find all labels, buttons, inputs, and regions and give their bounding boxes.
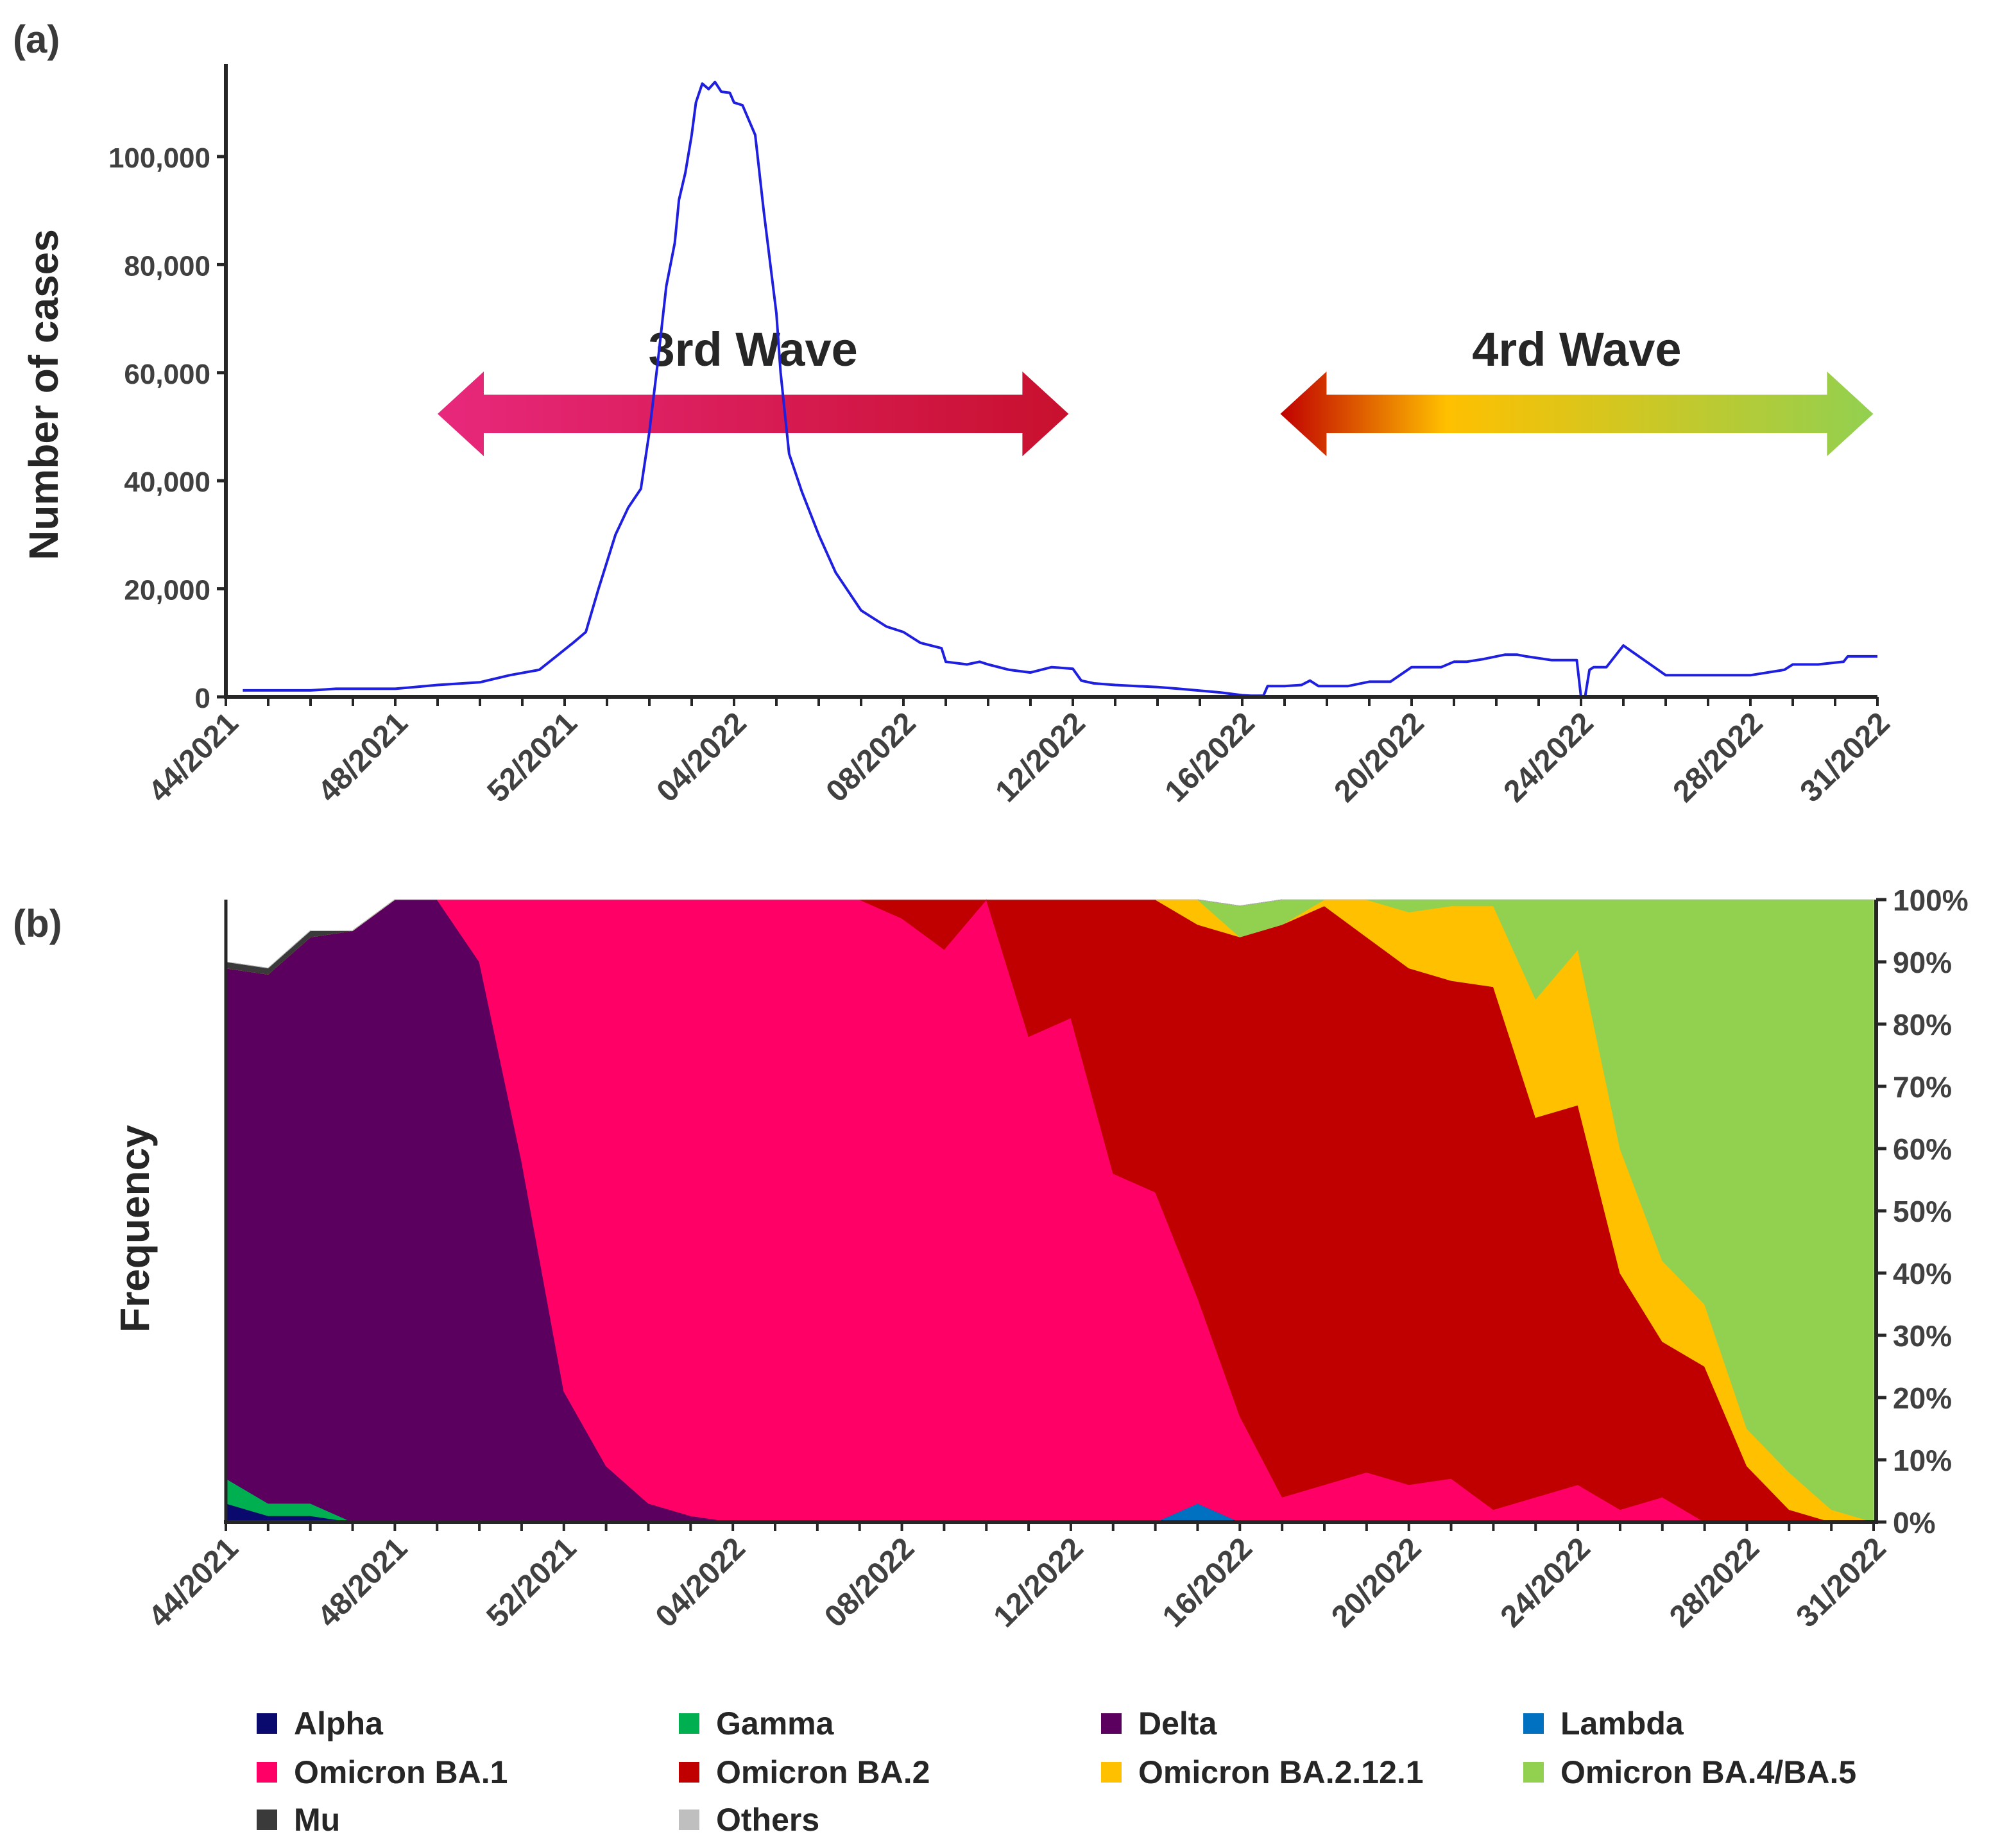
wave3-label: 3rd Wave — [649, 323, 858, 376]
frequency-y-tick-label: 80% — [1893, 1008, 1952, 1041]
frequency-y-tick-label: 90% — [1893, 946, 1952, 979]
frequency-y-tick-label: 10% — [1893, 1444, 1952, 1477]
frequency-x-tick-label: 48/2021 — [311, 1531, 414, 1634]
wave4-arrow — [1280, 372, 1874, 456]
legend-swatch-gamma — [679, 1713, 699, 1734]
frequency-x-tick-label: 52/2021 — [480, 1531, 583, 1634]
legend-swatch-alpha — [257, 1713, 277, 1734]
legend-label-omicron-ba-2-12-1: Omicron BA.2.12.1 — [1138, 1754, 1424, 1790]
cases-x-tick-label: 16/2022 — [1159, 706, 1261, 809]
legend: Alpha Gamma Delta Lambda Omicron BA.1 Omicron… — [257, 1706, 1856, 1838]
frequency-x-tick-label: 08/2022 — [818, 1531, 921, 1634]
cases-x-tick-label: 12/2022 — [989, 706, 1092, 809]
cases-y-tick-label: 100,000 — [108, 142, 210, 174]
legend-label-gamma: Gamma — [716, 1706, 835, 1741]
frequency-y-tick-label: 30% — [1893, 1319, 1952, 1353]
legend-label-lambda: Lambda — [1560, 1706, 1684, 1741]
frequency-x-tick-label: 20/2022 — [1325, 1531, 1428, 1634]
cases-x-tick-label: 20/2022 — [1328, 706, 1431, 809]
frequency-x-tick-label: 44/2021 — [142, 1531, 245, 1634]
area-others — [225, 899, 1874, 969]
cases-x-tick-label: 28/2022 — [1667, 706, 1770, 809]
legend-label-alpha: Alpha — [294, 1706, 384, 1741]
cases-y-tick-label: 60,000 — [124, 359, 210, 390]
frequency-x-tick-label: 16/2022 — [1156, 1531, 1259, 1634]
legend-swatch-delta — [1101, 1713, 1122, 1734]
wave3-arrow — [438, 372, 1069, 456]
frequency-x-tick-label: 31/2022 — [1790, 1531, 1893, 1634]
legend-swatch-omicron-ba-1 — [257, 1762, 277, 1783]
frequency-x-tick-label: 24/2022 — [1494, 1531, 1597, 1634]
frequency-y-tick-label: 40% — [1893, 1257, 1952, 1290]
cases-y-tick-label: 0 — [195, 683, 210, 714]
legend-label-omicron-ba-1: Omicron BA.1 — [294, 1754, 508, 1790]
frequency-x-tick-label: 12/2022 — [987, 1531, 1090, 1634]
cases-x-tick-label: 31/2022 — [1794, 706, 1897, 809]
variant-frequency-chart: Frequency 0% 10% 20% 30% 40% 50% 60% 70% 80% 90% 1… — [112, 884, 1969, 1634]
panel-b-label: (b) — [13, 902, 62, 945]
cases-chart: Number of cases 3rd Wave 4rd Wave 0 20,000… — [21, 64, 1897, 809]
panel-a-label: (a) — [13, 18, 60, 61]
legend-swatch-omicron-ba-4-ba-5 — [1523, 1762, 1544, 1783]
frequency-y-axis-title: Frequency — [112, 1125, 158, 1333]
frequency-y-tick-label: 60% — [1893, 1133, 1952, 1166]
cases-x-tick-label: 08/2022 — [820, 706, 923, 809]
cases-y-tick-label: 20,000 — [124, 575, 210, 606]
legend-label-mu: Mu — [294, 1802, 340, 1838]
frequency-x-tick-label: 04/2022 — [649, 1531, 752, 1634]
legend-label-omicron-ba-2: Omicron BA.2 — [716, 1754, 930, 1790]
frequency-y-tick-label: 70% — [1893, 1070, 1952, 1104]
frequency-y-tick-label: 50% — [1893, 1195, 1952, 1228]
cases-y-tick-label: 40,000 — [124, 466, 210, 498]
legend-swatch-lambda — [1523, 1713, 1544, 1734]
cases-x-tick-label: 48/2021 — [312, 706, 415, 809]
frequency-y-tick-label: 20% — [1893, 1382, 1952, 1415]
legend-label-others: Others — [716, 1802, 819, 1838]
frequency-y-tick-label: 0% — [1893, 1506, 1935, 1539]
frequency-x-tick-label: 28/2022 — [1663, 1531, 1766, 1634]
legend-swatch-omicron-ba-2-12-1 — [1101, 1762, 1122, 1783]
legend-swatch-mu — [257, 1810, 277, 1830]
legend-swatch-omicron-ba-2 — [679, 1762, 699, 1783]
cases-x-tick-label: 52/2021 — [481, 706, 584, 809]
cases-y-axis-title: Number of cases — [21, 229, 67, 560]
cases-series-line — [243, 80, 1877, 698]
cases-y-tick-label: 80,000 — [124, 250, 210, 282]
wave4-label: 4rd Wave — [1472, 323, 1681, 376]
cases-x-tick-label: 04/2022 — [651, 706, 753, 809]
legend-label-omicron-ba-4-ba-5: Omicron BA.4/BA.5 — [1560, 1754, 1856, 1790]
cases-x-tick-label: 44/2021 — [142, 706, 245, 809]
legend-label-delta: Delta — [1138, 1706, 1217, 1741]
legend-swatch-others — [679, 1810, 699, 1830]
frequency-y-tick-label: 100% — [1893, 884, 1969, 917]
cases-x-tick-label: 24/2022 — [1498, 706, 1600, 809]
